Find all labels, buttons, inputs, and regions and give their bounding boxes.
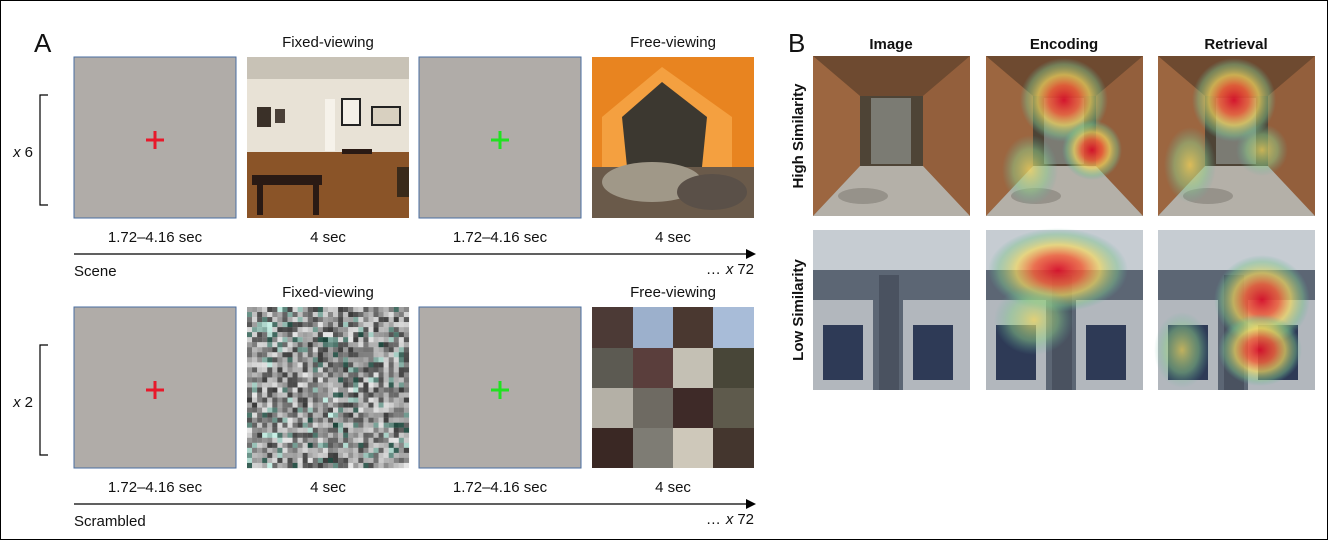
trial-duration: 4 sec [310,229,346,246]
total-count: 72 [737,511,754,528]
total-prefix: … [706,261,721,278]
repeat-bracket [39,344,48,456]
panel-label: B [788,28,805,58]
total-symbol: x [725,511,734,528]
trial-duration: 1.72–4.16 sec [108,479,203,496]
trial-header: Free-viewing [630,284,716,301]
panel-label: A [34,28,52,58]
repeat-bracket [39,94,48,206]
trial-duration: 1.72–4.16 sec [453,479,548,496]
total-repeats: … x 72 [706,511,754,528]
trial-duration: 1.72–4.16 sec [453,229,548,246]
heatmaps [988,58,1310,388]
trial-header: Free-viewing [630,34,716,51]
repeat-number: 2 [25,394,33,411]
high-image [813,56,970,216]
trial-duration: 4 sec [655,479,691,496]
fixation-cross [491,381,509,399]
gallery-image [247,57,409,218]
category-label: Scrambled [74,513,146,530]
total-prefix: … [706,511,721,528]
repeat-symbol: x [12,394,21,411]
total-symbol: x [725,261,734,278]
timeline-arrowhead [746,249,756,259]
column-header: Encoding [1030,36,1098,53]
scrambled-block-image [592,307,754,468]
low-image [813,230,970,390]
repeat-symbol: x [12,144,21,161]
row-label: Low Similarity [790,259,807,361]
fixation-cross [146,131,164,149]
fixation-cross [146,381,164,399]
trial-header: Fixed-viewing [282,284,374,301]
tent-image [592,57,754,218]
fixation-cross [491,131,509,149]
trial-duration: 4 sec [655,229,691,246]
category-label: Scene [74,263,117,280]
row-label: High Similarity [790,83,807,189]
repeat-number: 6 [25,144,33,161]
trial-duration: 4 sec [310,479,346,496]
column-header: Retrieval [1204,36,1267,53]
column-header: Image [869,36,912,53]
timeline-arrowhead [746,499,756,509]
trial-duration: 1.72–4.16 sec [108,229,203,246]
scrambled-noise-image [247,307,410,469]
total-repeats: … x 72 [706,261,754,278]
trial-header: Fixed-viewing [282,34,374,51]
total-count: 72 [737,261,754,278]
